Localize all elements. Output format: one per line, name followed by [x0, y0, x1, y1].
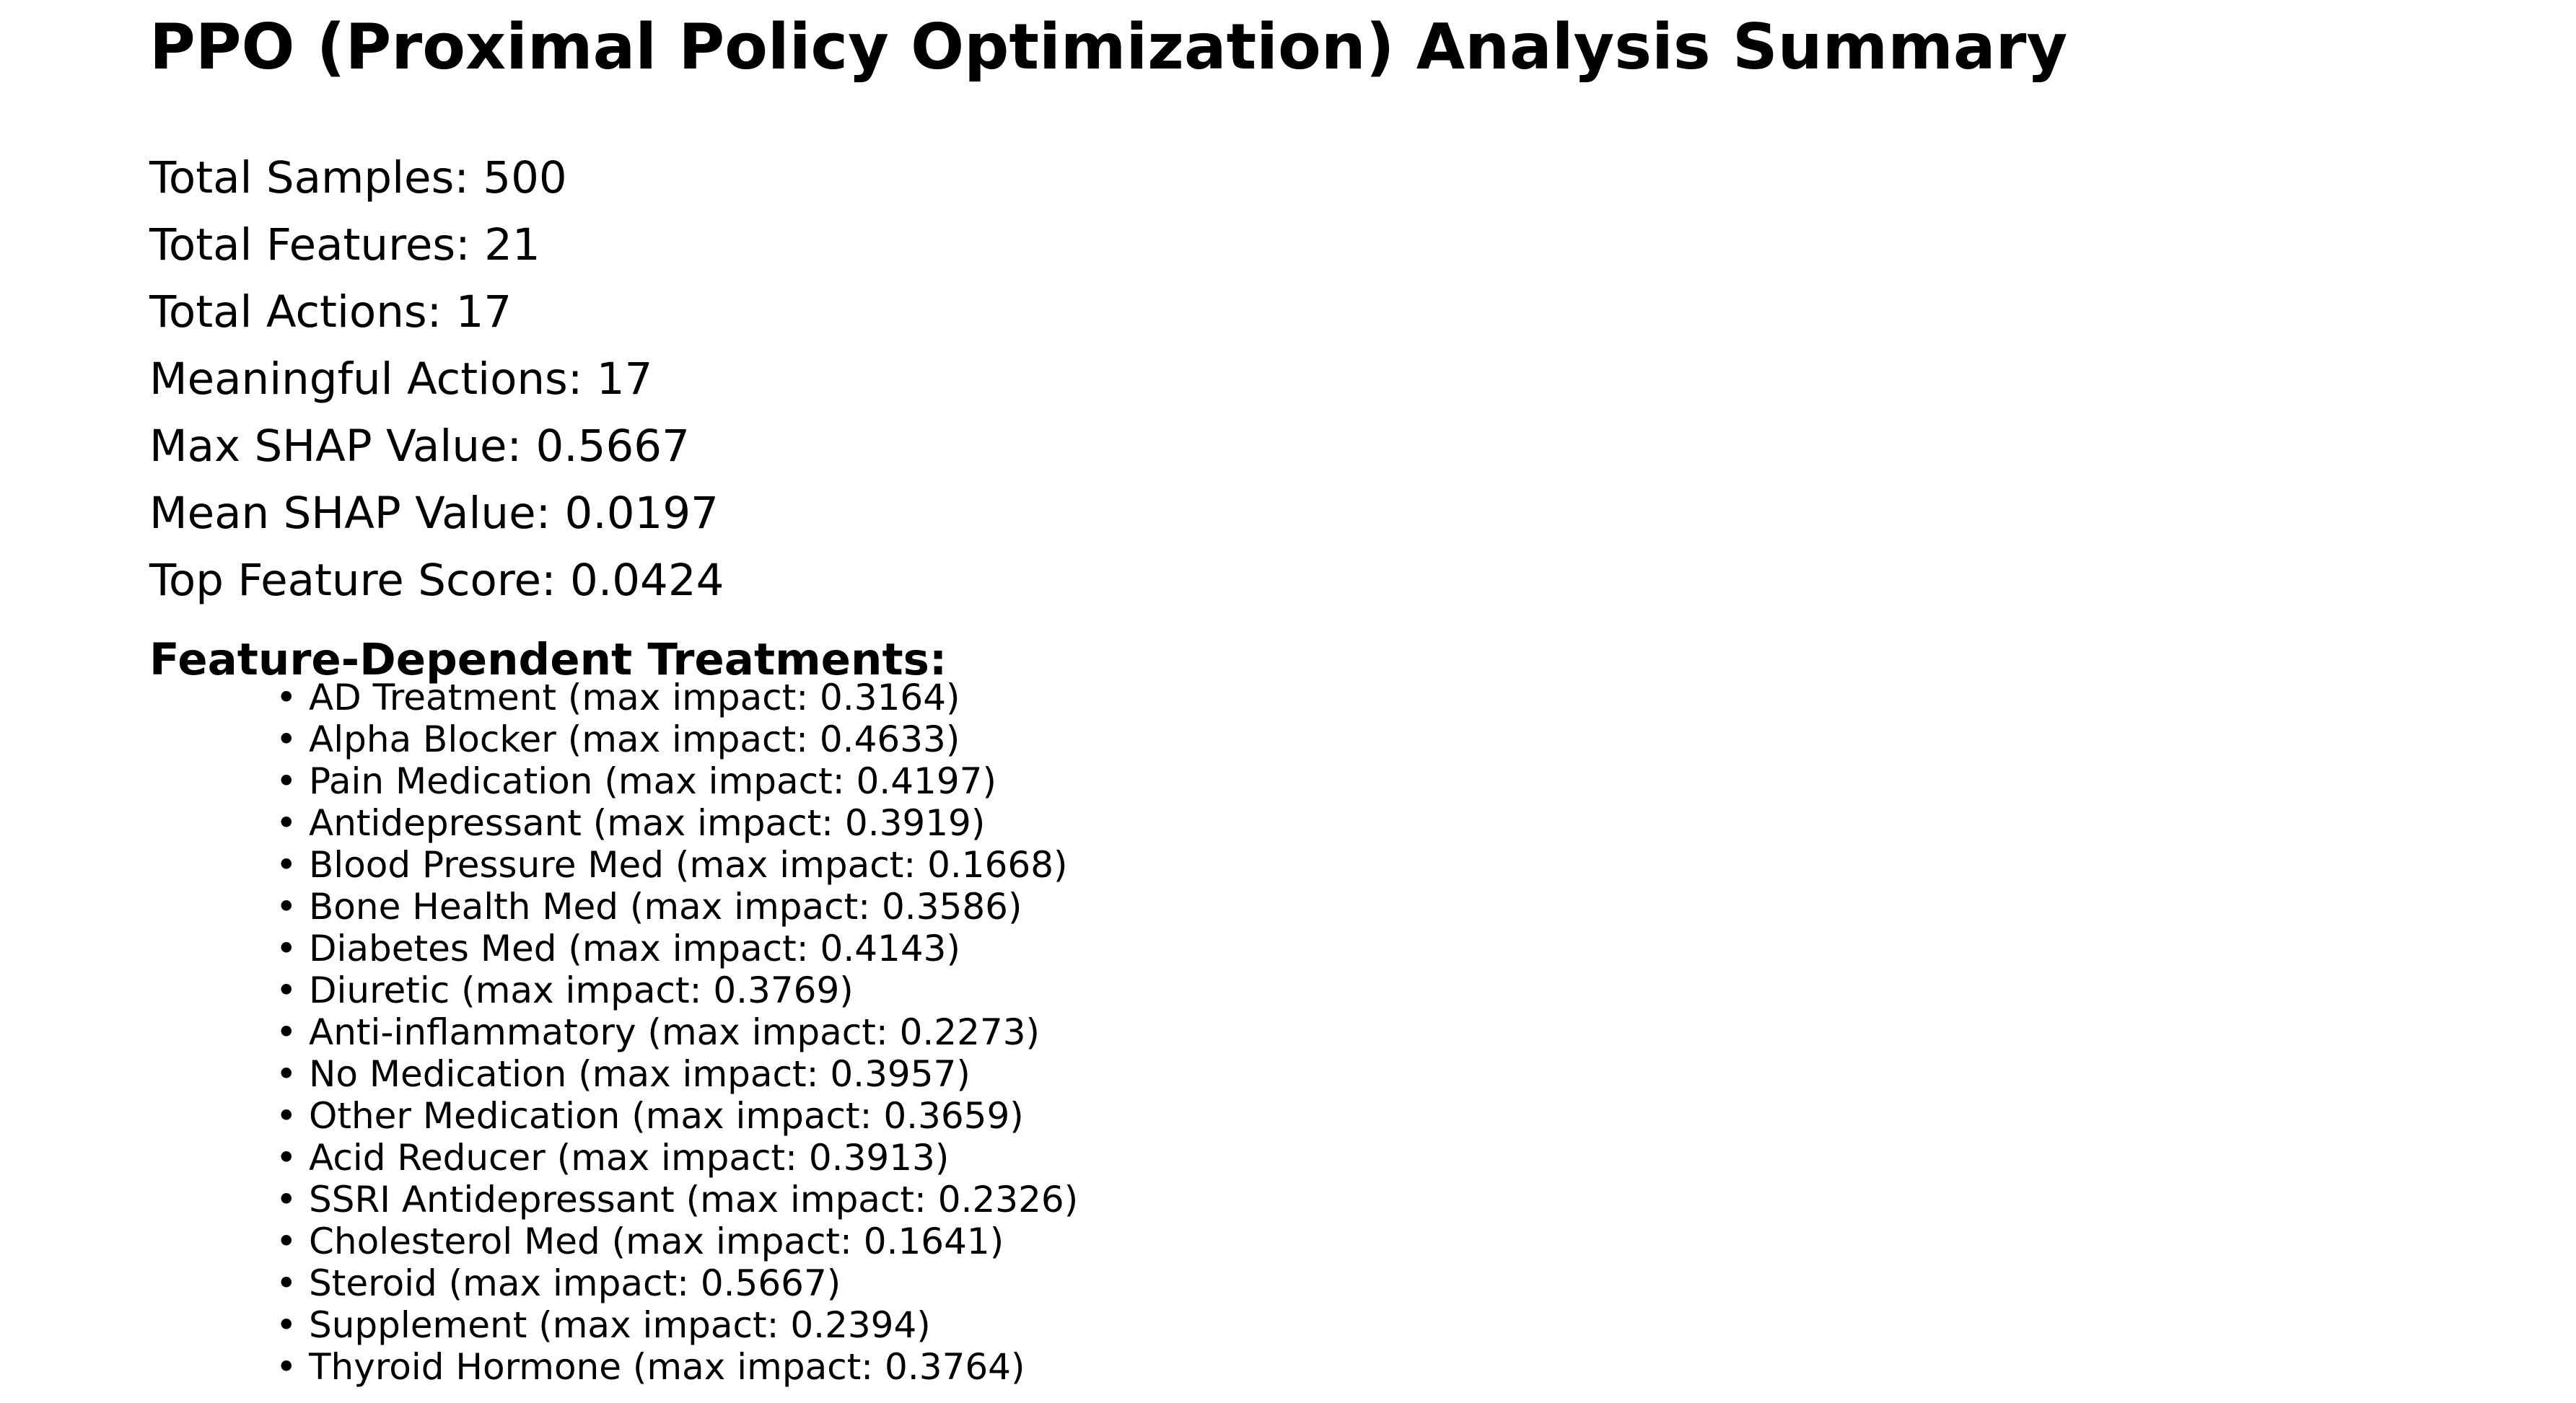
- list-item: • Alpha Blocker (max impact: 0.4633): [276, 718, 1078, 760]
- bullet-icon: •: [276, 1346, 297, 1388]
- bullet-icon: •: [276, 1011, 297, 1053]
- list-item: • Anti-inflammatory (max impact: 0.2273): [276, 1011, 1078, 1053]
- list-item: • Diuretic (max impact: 0.3769): [276, 969, 1078, 1011]
- treatment-label: Anti-inflammatory (max impact: 0.2273): [309, 1011, 1041, 1053]
- bullet-icon: •: [276, 1179, 297, 1221]
- list-item: • Bone Health Med (max impact: 0.3586): [276, 886, 1078, 928]
- stat-total-actions: Total Actions: 17: [149, 286, 512, 338]
- stat-total-features: Total Features: 21: [149, 219, 540, 271]
- treatment-label: Bone Health Med (max impact: 0.3586): [309, 886, 1022, 928]
- treatment-list: • AD Treatment (max impact: 0.3164) • Alpha…: [276, 677, 1078, 1388]
- stat-total-samples: Total Samples: 500: [149, 152, 567, 203]
- list-item: • Acid Reducer (max impact: 0.3913): [276, 1137, 1078, 1179]
- treatment-label: SSRI Antidepressant (max impact: 0.2326): [309, 1179, 1079, 1221]
- bullet-icon: •: [276, 1137, 297, 1179]
- list-item: • Cholesterol Med (max impact: 0.1641): [276, 1221, 1078, 1262]
- treatment-label: Diabetes Med (max impact: 0.4143): [309, 928, 960, 969]
- summary-stats: Total Samples: 500 Total Features: 21 To…: [149, 144, 724, 614]
- list-item: • Supplement (max impact: 0.2394): [276, 1304, 1078, 1346]
- treatment-label: Acid Reducer (max impact: 0.3913): [309, 1137, 950, 1179]
- list-item: • Blood Pressure Med (max impact: 0.1668): [276, 844, 1078, 886]
- list-item: • Steroid (max impact: 0.5667): [276, 1262, 1078, 1304]
- stat-meaningful-actions: Meaningful Actions: 17: [149, 353, 653, 405]
- bullet-icon: •: [276, 1262, 297, 1304]
- treatment-label: Diuretic (max impact: 0.3769): [309, 969, 854, 1011]
- list-item: • Other Medication (max impact: 0.3659): [276, 1095, 1078, 1137]
- list-item: • AD Treatment (max impact: 0.3164): [276, 677, 1078, 718]
- bullet-icon: •: [276, 760, 297, 802]
- bullet-icon: •: [276, 718, 297, 760]
- treatment-label: Alpha Blocker (max impact: 0.4633): [309, 718, 960, 760]
- list-item: • Thyroid Hormone (max impact: 0.3764): [276, 1346, 1078, 1388]
- treatment-label: Supplement (max impact: 0.2394): [309, 1304, 931, 1346]
- treatments-heading: Feature-Dependent Treatments:: [149, 634, 947, 685]
- stat-mean-shap-value: Mean SHAP Value: 0.0197: [149, 488, 719, 539]
- bullet-icon: •: [276, 928, 297, 969]
- list-item: • No Medication (max impact: 0.3957): [276, 1053, 1078, 1095]
- list-item: • Pain Medication (max impact: 0.4197): [276, 760, 1078, 802]
- treatment-label: AD Treatment (max impact: 0.3164): [309, 677, 960, 718]
- treatment-label: Thyroid Hormone (max impact: 0.3764): [309, 1346, 1025, 1388]
- treatment-label: Cholesterol Med (max impact: 0.1641): [309, 1221, 1004, 1262]
- bullet-icon: •: [276, 1053, 297, 1095]
- treatment-label: No Medication (max impact: 0.3957): [309, 1053, 971, 1095]
- treatment-label: Blood Pressure Med (max impact: 0.1668): [309, 844, 1068, 886]
- bullet-icon: •: [276, 886, 297, 928]
- page-title: PPO (Proximal Policy Optimization) Analy…: [149, 10, 2068, 84]
- list-item: • SSRI Antidepressant (max impact: 0.2326…: [276, 1179, 1078, 1221]
- bullet-icon: •: [276, 1304, 297, 1346]
- treatment-label: Steroid (max impact: 0.5667): [309, 1262, 841, 1304]
- stat-max-shap-value: Max SHAP Value: 0.5667: [149, 421, 690, 472]
- bullet-icon: •: [276, 677, 297, 718]
- bullet-icon: •: [276, 1095, 297, 1137]
- stat-top-feature-score: Top Feature Score: 0.0424: [149, 555, 724, 606]
- treatment-label: Antidepressant (max impact: 0.3919): [309, 802, 986, 844]
- bullet-icon: •: [276, 844, 297, 886]
- treatment-label: Other Medication (max impact: 0.3659): [309, 1095, 1024, 1137]
- bullet-icon: •: [276, 969, 297, 1011]
- bullet-icon: •: [276, 802, 297, 844]
- list-item: • Diabetes Med (max impact: 0.4143): [276, 928, 1078, 969]
- treatment-label: Pain Medication (max impact: 0.4197): [309, 760, 996, 802]
- list-item: • Antidepressant (max impact: 0.3919): [276, 802, 1078, 844]
- bullet-icon: •: [276, 1221, 297, 1262]
